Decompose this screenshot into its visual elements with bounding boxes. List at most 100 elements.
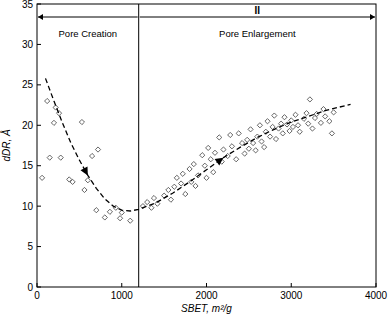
data-point bbox=[208, 157, 213, 162]
y-tick bbox=[37, 125, 41, 126]
data-point bbox=[202, 163, 207, 168]
data-point bbox=[314, 111, 319, 116]
x-tick-label: 2000 bbox=[195, 290, 218, 301]
data-point bbox=[212, 150, 217, 155]
data-point bbox=[306, 121, 311, 126]
data-point bbox=[267, 134, 272, 139]
data-point bbox=[56, 111, 61, 116]
x-tick bbox=[206, 283, 207, 287]
data-point bbox=[172, 184, 177, 189]
data-point bbox=[204, 175, 209, 180]
data-point bbox=[200, 153, 205, 158]
y-tick bbox=[37, 84, 41, 85]
data-point bbox=[145, 200, 150, 205]
x-tick-label: 4000 bbox=[365, 290, 388, 301]
data-point bbox=[282, 115, 287, 120]
data-point bbox=[290, 124, 295, 129]
data-point bbox=[168, 197, 173, 202]
data-point bbox=[229, 144, 234, 149]
data-point bbox=[280, 131, 285, 136]
data-point bbox=[211, 170, 216, 175]
data-point bbox=[310, 126, 315, 131]
data-point bbox=[297, 129, 302, 134]
data-point bbox=[178, 181, 183, 186]
data-point bbox=[295, 123, 300, 128]
x-tick-label: 0 bbox=[34, 290, 40, 301]
data-point bbox=[85, 178, 90, 183]
data-point bbox=[273, 136, 278, 141]
data-point bbox=[149, 205, 154, 210]
data-point bbox=[151, 195, 156, 200]
data-point bbox=[183, 191, 188, 196]
data-point bbox=[102, 215, 107, 220]
region-heading: II bbox=[255, 5, 261, 16]
y-tick-label: 25 bbox=[22, 79, 34, 90]
data-point bbox=[221, 147, 226, 152]
data-point bbox=[323, 114, 328, 119]
data-point bbox=[89, 153, 94, 158]
y-tick-label: 15 bbox=[22, 160, 34, 171]
data-point bbox=[128, 218, 133, 223]
arrow-head bbox=[370, 14, 375, 20]
data-point bbox=[257, 123, 262, 128]
data-point bbox=[193, 183, 198, 188]
data-point bbox=[94, 208, 99, 213]
y-tick-label: 5 bbox=[27, 241, 33, 252]
data-point bbox=[217, 135, 222, 140]
data-point bbox=[58, 155, 63, 160]
data-point bbox=[180, 171, 185, 176]
data-point bbox=[272, 113, 277, 118]
y-tick bbox=[37, 287, 41, 288]
plot-frame bbox=[37, 4, 376, 287]
data-point bbox=[246, 146, 251, 151]
data-point bbox=[248, 127, 253, 132]
data-point bbox=[79, 119, 84, 124]
data-point bbox=[304, 111, 309, 116]
data-point bbox=[187, 166, 192, 171]
data-point bbox=[329, 131, 334, 136]
x-tick-label: 3000 bbox=[280, 290, 303, 301]
data-point bbox=[259, 139, 264, 144]
arrow-head bbox=[38, 14, 43, 20]
data-point bbox=[107, 209, 112, 214]
data-point bbox=[51, 120, 56, 125]
trend-line bbox=[45, 78, 350, 211]
region-arrow bbox=[38, 17, 138, 18]
data-point bbox=[318, 120, 323, 125]
data-point bbox=[262, 145, 267, 150]
chart: 0100020003000400005101520253035SBET, m²/… bbox=[0, 0, 392, 317]
divider bbox=[138, 4, 139, 287]
y-tick bbox=[37, 165, 41, 166]
data-point bbox=[117, 216, 122, 221]
data-point bbox=[287, 128, 292, 133]
y-axis-label: dDR, Å bbox=[0, 129, 12, 162]
data-point bbox=[166, 187, 171, 192]
x-tick bbox=[121, 283, 122, 287]
y-tick bbox=[37, 206, 41, 207]
y-tick bbox=[37, 44, 41, 45]
data-point bbox=[236, 131, 241, 136]
y-tick-label: 20 bbox=[22, 120, 34, 131]
data-point bbox=[228, 132, 233, 137]
data-point bbox=[45, 98, 50, 103]
data-point bbox=[39, 175, 44, 180]
data-point bbox=[206, 145, 211, 150]
region-label: Pore Enlargement bbox=[219, 28, 296, 39]
data-point bbox=[242, 151, 247, 156]
y-tick-label: 30 bbox=[22, 39, 34, 50]
x-tick bbox=[376, 283, 377, 287]
data-point bbox=[327, 119, 332, 124]
x-tick bbox=[37, 283, 38, 287]
x-tick bbox=[291, 283, 292, 287]
data-point bbox=[265, 119, 270, 124]
data-point bbox=[191, 161, 196, 166]
data-point bbox=[95, 147, 100, 152]
x-tick-label: 1000 bbox=[111, 290, 134, 301]
trend-arrow bbox=[80, 166, 91, 177]
y-tick bbox=[37, 4, 41, 5]
y-tick bbox=[37, 246, 41, 247]
data-point bbox=[174, 175, 179, 180]
data-point bbox=[245, 137, 250, 142]
x-axis-label: SBET, m²/g bbox=[181, 303, 232, 314]
data-point bbox=[70, 179, 75, 184]
